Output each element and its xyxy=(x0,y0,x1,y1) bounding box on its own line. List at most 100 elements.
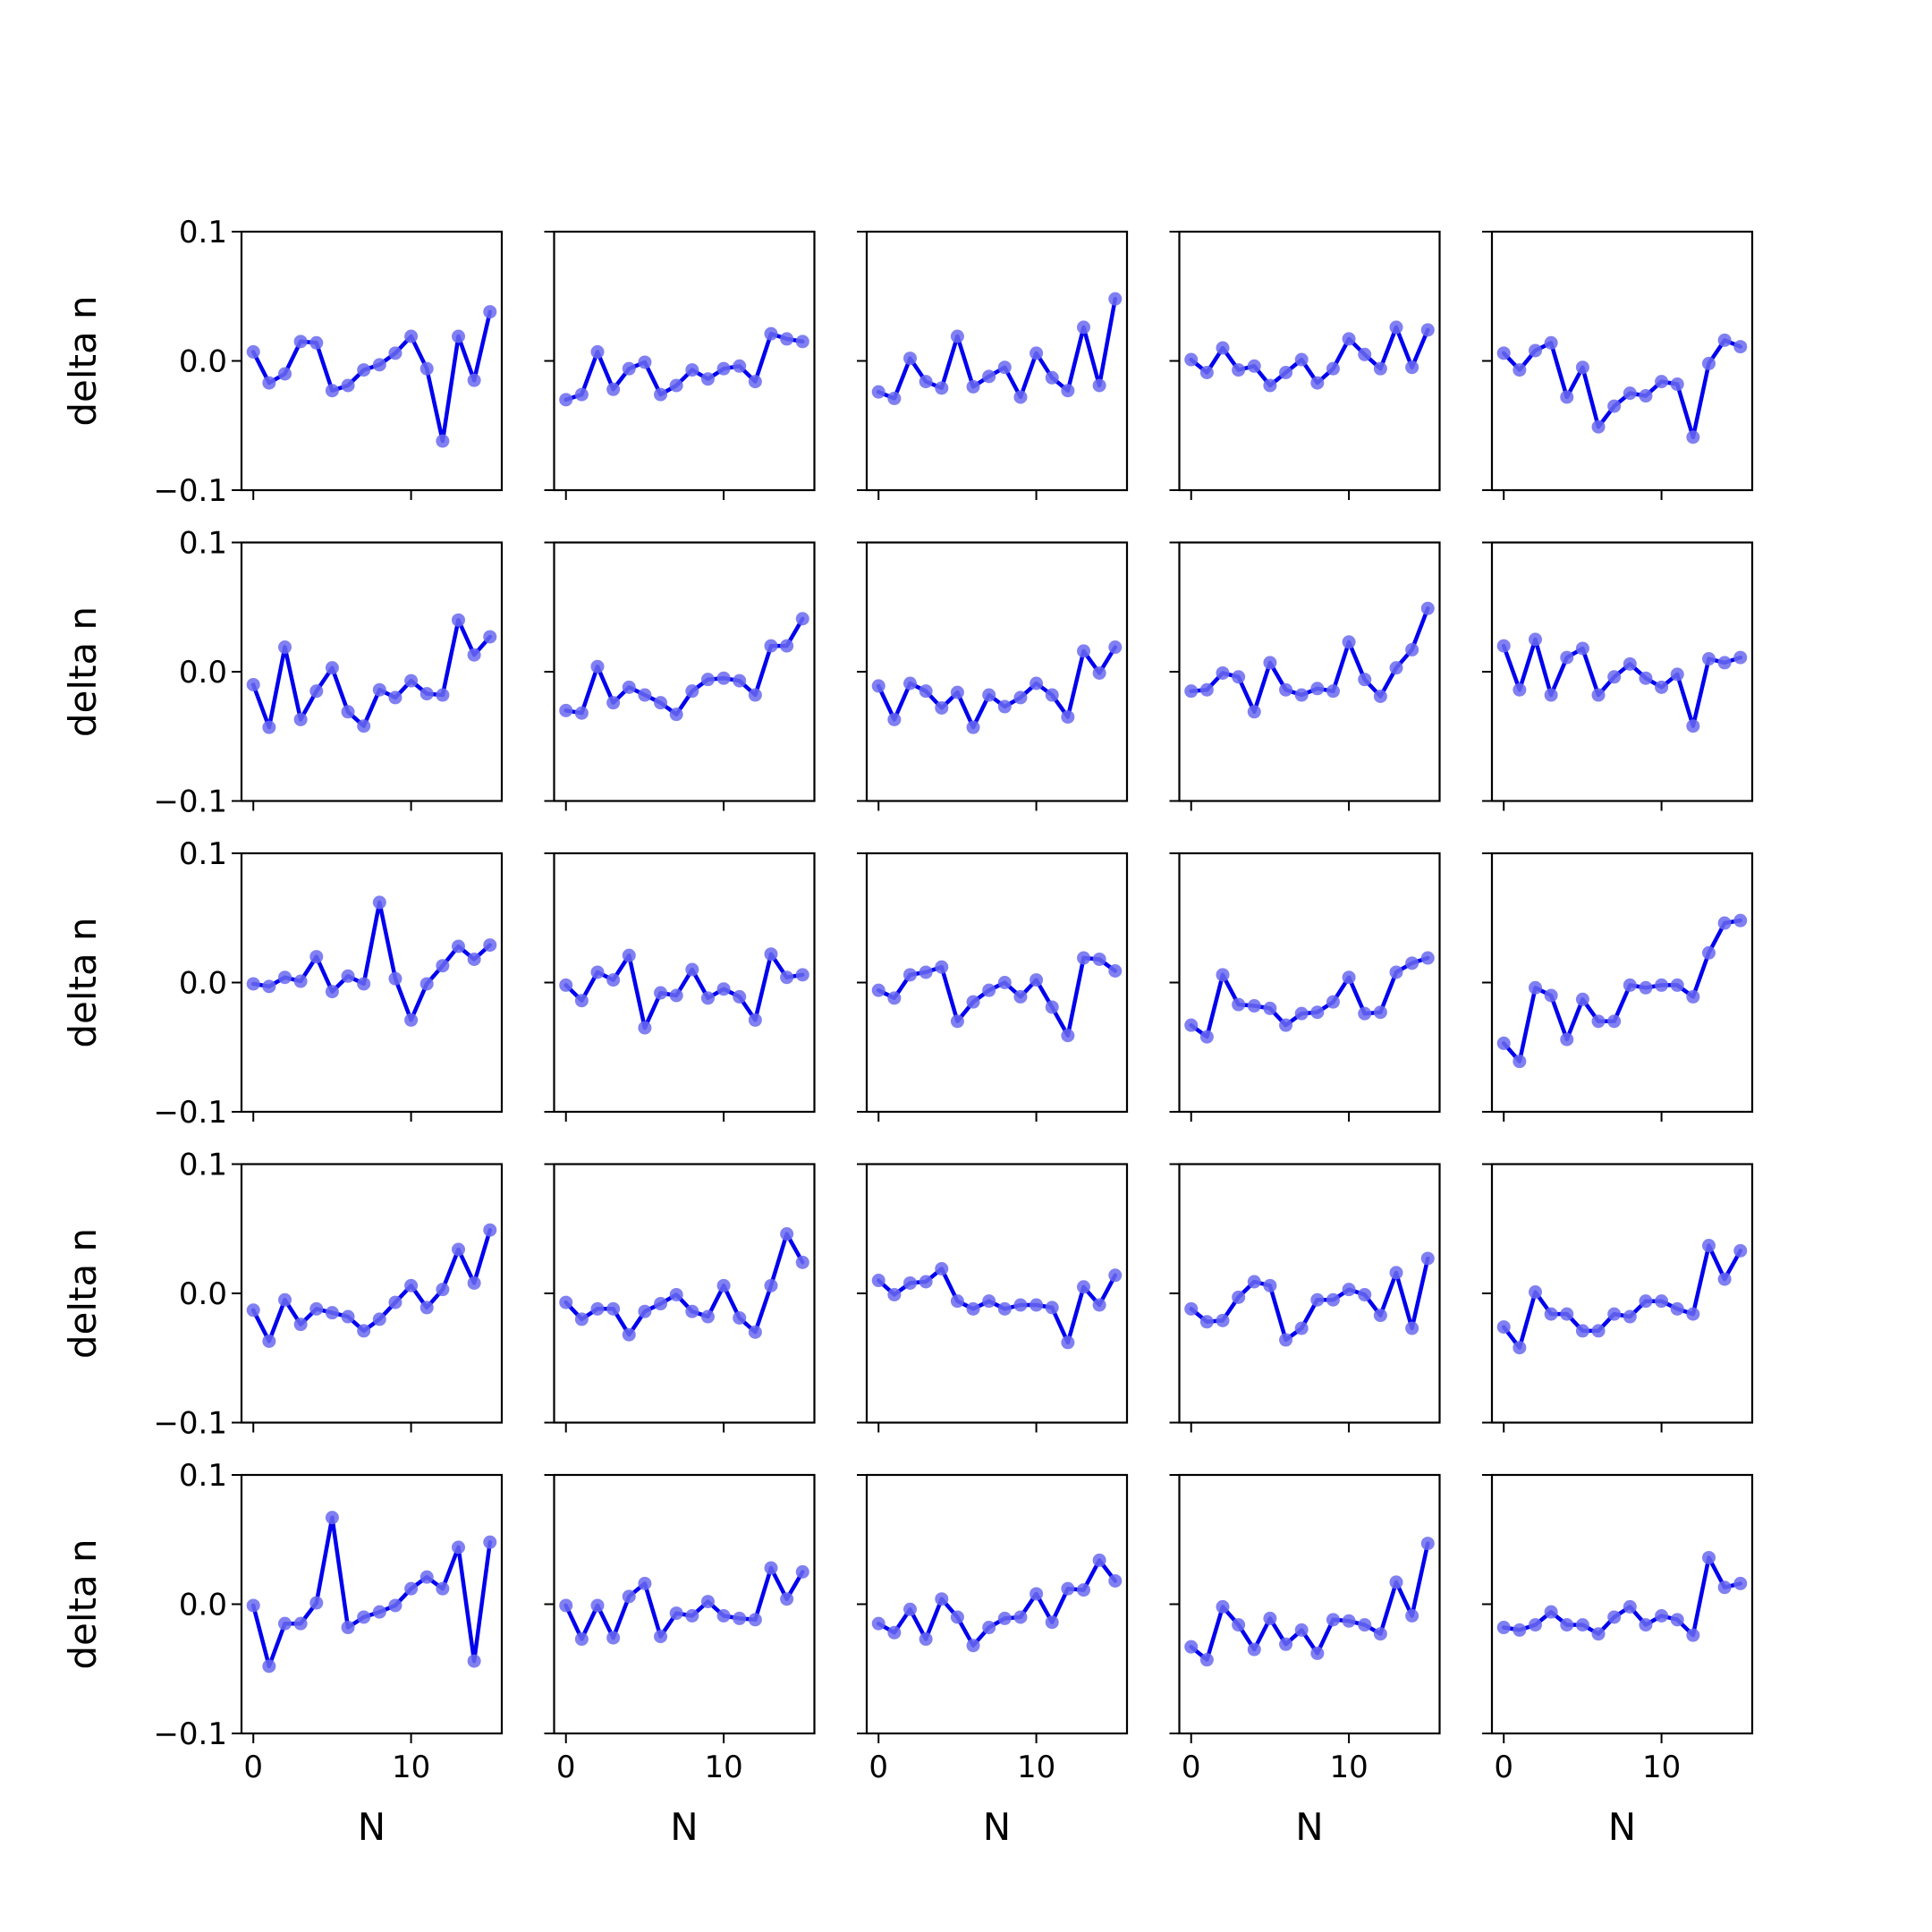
data-point xyxy=(871,385,886,399)
data-point xyxy=(1655,1294,1669,1309)
data-point xyxy=(1623,978,1637,992)
series-line xyxy=(564,1232,805,1337)
data-point xyxy=(1560,1307,1574,1321)
data-point xyxy=(1061,1581,1075,1596)
data-point xyxy=(309,1596,324,1610)
data-point xyxy=(1216,341,1230,355)
data-point xyxy=(590,344,605,359)
series-line xyxy=(1501,637,1743,728)
axes-frame xyxy=(865,1473,1129,1735)
series-line xyxy=(876,296,1118,401)
data-point xyxy=(685,962,699,977)
series-line xyxy=(250,1515,493,1669)
data-point xyxy=(1373,1309,1387,1323)
data-point xyxy=(388,1295,402,1309)
data-point xyxy=(1639,671,1653,685)
data-point xyxy=(590,1301,605,1316)
data-point xyxy=(1061,1335,1075,1350)
data-point xyxy=(1702,945,1716,960)
series-line xyxy=(1501,1243,1743,1350)
data-point xyxy=(622,680,636,694)
data-point xyxy=(997,699,1012,714)
data-point xyxy=(1310,376,1325,390)
data-point xyxy=(1045,1615,1059,1630)
data-point xyxy=(638,1576,652,1590)
data-point xyxy=(871,679,886,693)
panel-r4-c4 xyxy=(1169,1163,1441,1433)
series-line xyxy=(1189,325,1430,388)
data-point xyxy=(638,355,652,369)
data-point xyxy=(1310,1005,1325,1020)
data-point xyxy=(733,674,747,688)
data-point xyxy=(262,979,276,994)
x-tick-label: 10 xyxy=(1642,1750,1681,1785)
data-point xyxy=(780,332,794,346)
data-point xyxy=(1326,1613,1340,1627)
data-point xyxy=(293,1318,308,1332)
data-point xyxy=(997,1301,1012,1316)
data-point xyxy=(246,1598,260,1613)
axes-frame xyxy=(240,1163,504,1424)
data-point xyxy=(919,684,933,699)
x-tick-label: 0 xyxy=(1182,1750,1201,1785)
data-point xyxy=(764,1561,778,1575)
data-point xyxy=(559,978,573,992)
data-point xyxy=(1108,963,1123,978)
data-point xyxy=(1544,988,1558,1003)
data-point xyxy=(700,991,715,1005)
data-point xyxy=(1591,419,1606,434)
panel-r4-c1: −0.1 0.0 0.1 delta n xyxy=(61,1148,504,1442)
data-point xyxy=(733,1611,747,1625)
data-point xyxy=(325,661,339,675)
data-point xyxy=(1216,665,1230,680)
y-tick-label: 0.0 xyxy=(179,655,227,691)
data-point xyxy=(1544,688,1558,702)
data-point xyxy=(404,329,419,343)
axes-frame xyxy=(553,541,816,802)
data-point xyxy=(1247,1275,1261,1289)
data-point xyxy=(669,1287,683,1301)
y-tick-label: 0.0 xyxy=(179,344,227,380)
data-point xyxy=(467,1654,481,1668)
data-point xyxy=(452,1242,465,1257)
data-point xyxy=(1575,360,1589,375)
data-point xyxy=(1639,980,1653,995)
panel-r1-c5 xyxy=(1482,230,1754,500)
data-point xyxy=(574,1312,589,1326)
y-axis-title: delta n xyxy=(61,1538,105,1669)
data-point xyxy=(871,983,886,997)
data-point xyxy=(1670,978,1684,992)
data-point xyxy=(1389,1575,1403,1589)
data-point xyxy=(1358,1287,1372,1301)
data-point xyxy=(467,1275,481,1290)
data-point xyxy=(590,659,605,674)
data-point xyxy=(1013,1298,1028,1312)
data-point xyxy=(388,971,402,986)
panel-r4-c5 xyxy=(1482,1163,1754,1433)
data-point xyxy=(1310,1292,1325,1307)
data-point xyxy=(887,391,902,405)
y-tick-label: 0.1 xyxy=(179,1148,227,1183)
data-point xyxy=(1232,997,1246,1012)
data-point xyxy=(590,965,605,979)
data-point xyxy=(733,359,747,373)
data-point xyxy=(1496,639,1511,653)
data-point xyxy=(982,1294,996,1309)
data-point xyxy=(419,1301,434,1315)
panel-r3-c5 xyxy=(1482,852,1754,1122)
data-point xyxy=(436,434,450,448)
data-point xyxy=(293,974,308,988)
data-point xyxy=(574,1632,589,1647)
data-point xyxy=(262,376,276,390)
data-point xyxy=(1607,670,1622,684)
panel-r3-c2 xyxy=(544,852,816,1122)
data-point xyxy=(559,1598,573,1613)
data-point xyxy=(780,1592,794,1606)
series-line xyxy=(250,617,493,730)
data-point xyxy=(357,1610,371,1624)
data-point xyxy=(1607,1014,1622,1029)
y-tick-label: −0.1 xyxy=(153,473,227,509)
data-point xyxy=(780,1227,794,1241)
data-point xyxy=(1232,1290,1246,1304)
data-point xyxy=(1389,320,1403,335)
